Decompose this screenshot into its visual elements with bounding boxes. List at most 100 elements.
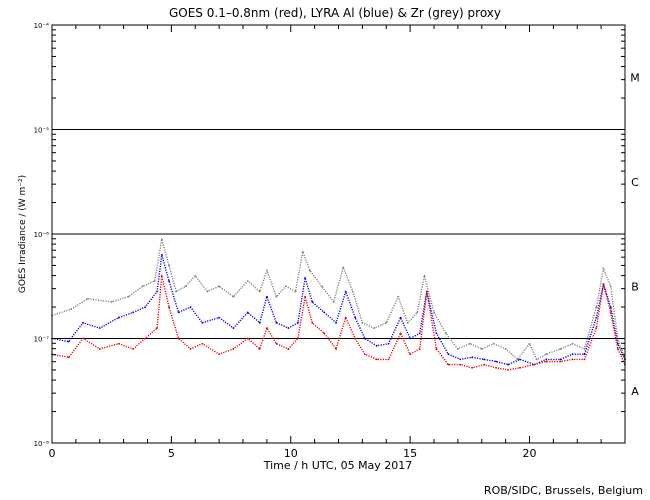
data-point-red [459, 363, 462, 366]
data-point-grey [468, 342, 471, 345]
y-tick-label: 10⁻⁷ [34, 336, 50, 344]
data-point-blue [447, 353, 450, 356]
data-point-red [559, 360, 562, 363]
data-point-red [218, 353, 221, 356]
data-point-grey [127, 295, 130, 298]
data-point-red [67, 356, 70, 359]
data-point-blue [545, 358, 548, 361]
data-point-blue [616, 342, 619, 345]
data-point-blue [297, 321, 299, 324]
data-point-red [344, 316, 347, 319]
data-point-red [323, 332, 326, 335]
data-point-blue [304, 276, 306, 279]
data-point-blue [201, 321, 204, 324]
data-point-blue [265, 295, 268, 298]
data-point-red [435, 348, 438, 350]
data-point-red [375, 358, 378, 361]
data-point-grey [168, 264, 170, 267]
y-tick-label: 10⁻⁵ [34, 127, 50, 135]
data-point-red [189, 348, 192, 350]
x-tick-label: 5 [168, 447, 175, 460]
series-red [51, 275, 626, 371]
data-point-red [132, 348, 135, 350]
data-point-red [399, 332, 402, 335]
data-point-grey [160, 238, 163, 241]
data-point-grey [232, 295, 235, 298]
data-point-grey [528, 342, 531, 345]
data-point-blue [519, 358, 521, 361]
data-point-red [507, 368, 509, 371]
data-point-blue [287, 327, 290, 329]
y-tick-label: 10⁻⁶ [34, 231, 50, 239]
data-point-blue [160, 254, 163, 256]
data-point-red [275, 342, 278, 345]
threshold-lines [52, 129, 625, 339]
data-point-red [265, 327, 268, 329]
data-point-red [246, 337, 249, 340]
y-axis: 10⁻⁴ 10⁻⁵ 10⁻⁶ 10⁻⁷ 10⁻⁸ [34, 22, 625, 448]
data-point-red [354, 337, 357, 340]
series-grey [51, 238, 626, 361]
data-point-blue [571, 353, 574, 356]
data-point-red [425, 290, 428, 293]
x-axis-label: Time / h UTC, 05 May 2017 [263, 459, 413, 472]
data-point-grey [416, 311, 419, 314]
y-tick-label: 10⁻⁸ [34, 440, 50, 448]
data-point-red [545, 360, 548, 363]
data-point-blue [507, 363, 509, 366]
data-point-grey [342, 266, 345, 269]
data-point-red [98, 348, 101, 350]
data-point-blue [67, 340, 70, 343]
data-point-grey [492, 342, 495, 345]
data-point-blue [335, 321, 338, 324]
data-point-blue [258, 321, 261, 324]
flare-class-label: B [631, 280, 639, 293]
data-point-red [471, 366, 474, 369]
data-point-grey [361, 321, 364, 324]
data-point-blue [82, 321, 84, 324]
data-point-grey [423, 274, 426, 277]
data-point-blue [418, 332, 421, 335]
data-point-grey [275, 295, 278, 298]
data-point-grey [332, 301, 335, 303]
series-blue [51, 254, 626, 366]
data-point-blue [144, 306, 147, 309]
data-point-grey [320, 285, 323, 288]
credit-text: ROB/SIDC, Brussels, Belgium [484, 484, 643, 497]
data-point-blue [495, 360, 497, 363]
flare-class-label: A [631, 385, 639, 398]
data-point-blue [218, 316, 221, 319]
data-point-blue [311, 301, 314, 303]
data-point-blue [177, 311, 180, 314]
x-tick-label: 15 [403, 447, 417, 460]
data-point-red [258, 348, 261, 350]
flare-class-label: C [631, 176, 639, 189]
data-point-blue [559, 358, 562, 361]
data-point-grey [153, 280, 156, 282]
data-point-blue [156, 290, 158, 293]
data-point-blue [323, 311, 326, 314]
data-point-blue [98, 327, 101, 329]
data-point-blue [275, 321, 278, 324]
data-point-red [232, 348, 235, 350]
chart-title: GOES 0.1–0.8nm (red), LYRA Al (blue) & Z… [169, 6, 501, 20]
data-point-red [609, 311, 612, 314]
data-point-red [616, 348, 619, 350]
data-point-red [117, 342, 120, 345]
data-point-blue [583, 353, 586, 356]
data-point-red [82, 337, 84, 340]
data-point-grey [571, 342, 574, 345]
flare-class-label: M [630, 71, 640, 84]
data-point-grey [294, 290, 297, 293]
data-series [51, 238, 626, 371]
x-tick-label: 0 [49, 447, 56, 460]
data-point-grey [308, 269, 311, 272]
data-point-red [409, 353, 412, 356]
data-point-red [418, 348, 421, 350]
data-point-red [602, 283, 605, 286]
data-point-red [311, 321, 314, 324]
data-point-red [168, 306, 170, 309]
data-point-blue [483, 358, 486, 361]
flare-class-labels: M C B A [630, 71, 640, 398]
